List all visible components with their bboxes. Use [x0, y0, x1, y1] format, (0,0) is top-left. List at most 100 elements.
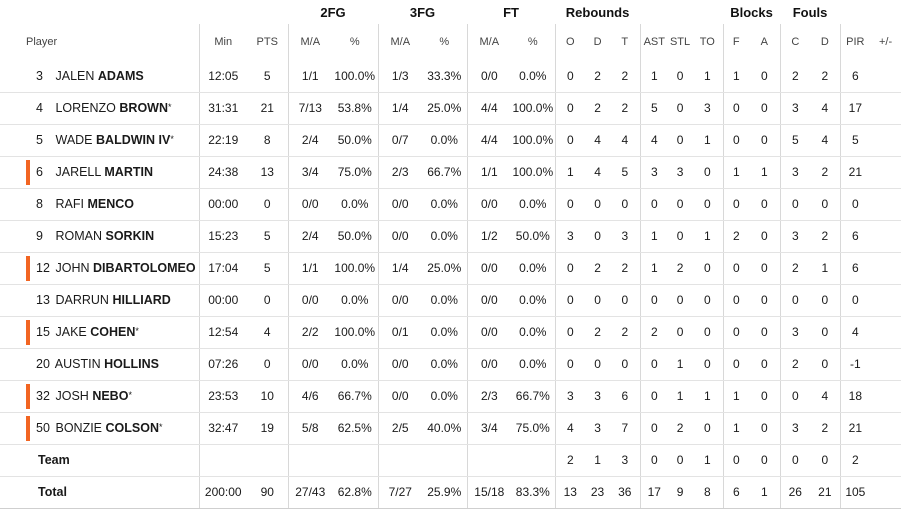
col-reb-o[interactable]: O — [566, 36, 575, 48]
player-cell[interactable]: 20 AUSTIN HOLLINS — [0, 348, 200, 381]
cell-reb-t: 3 — [610, 220, 641, 253]
col-reb-d[interactable]: D — [593, 36, 602, 48]
cell-ft-pct: 0.0% — [511, 348, 556, 381]
player-cell[interactable]: 50 BONZIE COLSON* — [0, 412, 200, 445]
cell-to: 1 — [692, 220, 724, 253]
cell-2fg-pct: 0.0% — [332, 348, 379, 381]
col-foul-d[interactable]: D — [810, 24, 841, 60]
cell-foul-c: 0 — [780, 284, 811, 317]
cell-3fg-ma: 1/4 — [378, 92, 423, 125]
player-cell[interactable]: 6 JARELL MARTIN — [0, 156, 200, 189]
cell-pts: 10 — [247, 380, 289, 413]
cell-blk-a: 0 — [749, 380, 781, 413]
cell-stl: 0 — [668, 124, 693, 157]
player-number: 4 — [36, 101, 43, 115]
col-pts[interactable]: PTS — [247, 24, 289, 60]
player-cell[interactable]: 4 LORENZO BROWN* — [0, 92, 200, 125]
cell-3fg-pct: 0.0% — [422, 220, 468, 253]
cell-pir: 6 — [840, 60, 871, 93]
cell-ft-pct: 100.0% — [511, 92, 556, 125]
col-2fg-ma[interactable]: M/A — [300, 36, 321, 48]
cell-foul-d: 0 — [810, 188, 841, 221]
captain-star: * — [159, 422, 163, 432]
cell-blk-a: 0 — [749, 188, 781, 221]
player-cell[interactable]: 8 RAFI MENCO — [0, 188, 200, 221]
table-row[interactable]: 13 DARRUN HILLIARD 00:00 0 0/0 0.0% 0/0 0.0% 0/… — [0, 284, 901, 317]
col-2fg-pct[interactable]: % — [332, 24, 379, 60]
cell-blk-f: 2 — [723, 220, 750, 253]
cell-foul-c: 0 — [780, 444, 811, 477]
cell-foul-d: 2 — [810, 156, 841, 189]
col-pir[interactable]: PIR — [846, 36, 865, 48]
cell-ast: 0 — [640, 412, 669, 445]
cell-blk-a: 0 — [749, 252, 781, 285]
cell-to: 0 — [692, 252, 724, 285]
starter-indicator — [26, 383, 30, 409]
cell-ft-ma: 0/0 — [467, 188, 512, 221]
cell-to: 3 — [692, 92, 724, 125]
table-row[interactable]: 32 JOSH NEBO* 23:53 10 4/6 66.7% 0/0 0.0% 2/3 66… — [0, 380, 901, 413]
player-cell[interactable]: 9 ROMAN SORKIN — [0, 220, 200, 253]
col-ast[interactable]: AST — [643, 36, 665, 48]
cell-ft-ma: 3/4 — [467, 412, 512, 445]
cell-2fg-pct: 100.0% — [332, 60, 379, 93]
table-row[interactable]: 15 JAKE COHEN* 12:54 4 2/2 100.0% 0/1 0.0% 0/0 0… — [0, 316, 901, 349]
cell-blk-a: 0 — [749, 316, 781, 349]
cell-plus-minus — [870, 60, 901, 93]
group-fouls: Fouls — [792, 4, 828, 20]
col-reb-t[interactable]: T — [610, 24, 641, 60]
col-3fg-pct[interactable]: % — [422, 24, 468, 60]
cell-stl: 1 — [668, 380, 693, 413]
cell-2fg-pct: 100.0% — [332, 252, 379, 285]
col-foul-c[interactable]: C — [791, 36, 800, 48]
player-cell[interactable]: 13 DARRUN HILLIARD — [0, 284, 200, 317]
cell-ft-pct — [511, 444, 556, 477]
cell-reb-o: 0 — [555, 124, 586, 157]
cell-blk-f: 0 — [723, 284, 750, 317]
col-plus-minus[interactable]: +/- — [879, 36, 893, 48]
player-cell[interactable]: 3 JALEN ADAMS — [0, 60, 200, 93]
col-ft-ma[interactable]: M/A — [479, 36, 500, 48]
col-stl[interactable]: STL — [669, 36, 691, 48]
col-min[interactable]: Min — [214, 36, 233, 48]
col-3fg-ma[interactable]: M/A — [390, 36, 411, 48]
cell-blk-a: 0 — [749, 348, 781, 381]
cell-ast: 1 — [640, 220, 669, 253]
player-cell[interactable]: 12 JOHN DIBARTOLOMEO — [0, 252, 200, 285]
col-to[interactable]: TO — [692, 24, 724, 60]
cell-min: 32:47 — [199, 412, 247, 445]
player-cell[interactable]: 5 WADE BALDWIN IV* — [0, 124, 200, 157]
cell-min: 22:19 — [199, 124, 247, 157]
col-player[interactable]: Player — [0, 24, 200, 60]
cell-3fg-ma: 0/7 — [378, 124, 423, 157]
cell-pir: 5 — [840, 124, 871, 157]
table-row[interactable]: 4 LORENZO BROWN* 31:31 21 7/13 53.8% 1/4 25.0%… — [0, 92, 901, 125]
table-row[interactable]: 3 JALEN ADAMS 12:05 5 1/1 100.0% 1/3 33.3% 0/0 0… — [0, 60, 901, 93]
cell-to: 0 — [692, 284, 724, 317]
table-row[interactable]: 50 BONZIE COLSON* 32:47 19 5/8 62.5% 2/5 40.0%… — [0, 412, 901, 445]
table-row[interactable]: 12 JOHN DIBARTOLOMEO 17:04 5 1/1 100.0% 1/4 25… — [0, 252, 901, 285]
player-last-name: NEBO — [92, 389, 129, 403]
starter-indicator — [26, 319, 30, 345]
cell-blk-f: 6 — [723, 476, 750, 509]
cell-reb-o: 0 — [555, 348, 586, 381]
table-row[interactable]: 6 JARELL MARTIN 24:38 13 3/4 75.0% 2/3 66.7% 1/… — [0, 156, 901, 189]
cell-min: 23:53 — [199, 380, 247, 413]
player-cell[interactable]: 15 JAKE COHEN* — [0, 316, 200, 349]
player-cell[interactable]: 32 JOSH NEBO* — [0, 380, 200, 413]
table-row[interactable]: 8 RAFI MENCO 00:00 0 0/0 0.0% 0/0 0.0% 0/0 0.0% 0… — [0, 188, 901, 221]
cell-ft-ma: 1/1 — [467, 156, 512, 189]
player-first-name: JALEN — [55, 68, 95, 83]
col-ft-pct[interactable]: % — [511, 24, 556, 60]
cell-pir: 105 — [840, 476, 871, 509]
cell-min — [199, 444, 247, 477]
cell-2fg-ma: 0/0 — [288, 284, 332, 317]
table-row[interactable]: 9 ROMAN SORKIN 15:23 5 2/4 50.0% 0/0 0.0% 1/2 50… — [0, 220, 901, 253]
table-row[interactable]: 5 WADE BALDWIN IV* 22:19 8 2/4 50.0% 0/7 0.0% 4… — [0, 124, 901, 157]
col-blk-f[interactable]: F — [732, 36, 740, 48]
table-row[interactable]: 20 AUSTIN HOLLINS 07:26 0 0/0 0.0% 0/0 0.0% 0/0… — [0, 348, 901, 381]
cell-reb-o: 0 — [555, 188, 586, 221]
cell-pts: 4 — [247, 316, 289, 349]
cell-foul-d: 2 — [810, 412, 841, 445]
col-blk-a[interactable]: A — [749, 24, 781, 60]
